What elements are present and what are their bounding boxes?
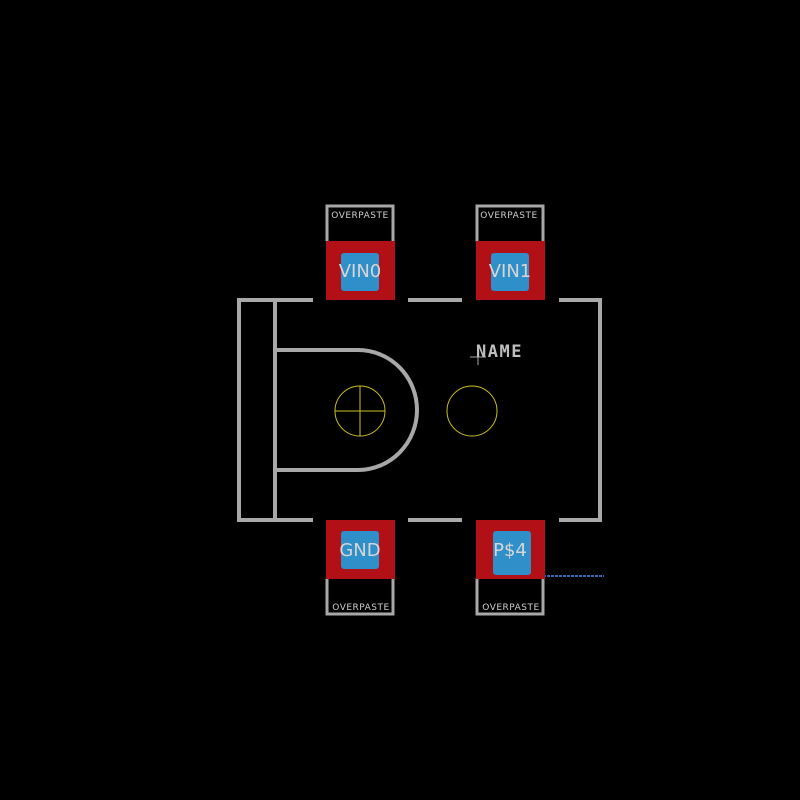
name-label-group: NAME [470,342,523,365]
pad-p4[interactable]: P$4 OVERPASTE [476,520,545,613]
silk-bracket-gnd [325,578,395,616]
silk-bracket-p4 [475,578,545,616]
pad-p4-label: P$4 [493,540,527,561]
pad-vin0[interactable]: VIN0 OVERPASTE [326,211,395,300]
pad-vin1[interactable]: VIN1 OVERPASTE [476,211,545,300]
pad-vin1-paste [491,253,529,291]
silk-d-contour [275,348,419,472]
pad-vin0-paste [341,253,379,291]
drill-holes [334,385,498,437]
silkscreen-outline [237,204,602,616]
pad-gnd-paste [341,531,379,569]
silk-bracket-vin1 [475,204,545,242]
pad-vin1-label: VIN1 [489,261,532,282]
pad-p4-paste-label: OVERPASTE [482,603,539,613]
pad-p4-paste [493,531,531,575]
pad-vin0-label: VIN0 [339,261,382,282]
pad-vin0-paste-label: OVERPASTE [331,211,388,221]
pad-gnd[interactable]: GND OVERPASTE [326,520,395,613]
pad-gnd-paste-label: OVERPASTE [332,603,389,613]
pad-vin1-paste-label: OVERPASTE [480,211,537,221]
pad-gnd-label: GND [339,540,380,561]
component-name-label: NAME [476,342,523,362]
mounting-hole-right [446,385,498,437]
silk-bracket-vin0 [325,204,395,242]
